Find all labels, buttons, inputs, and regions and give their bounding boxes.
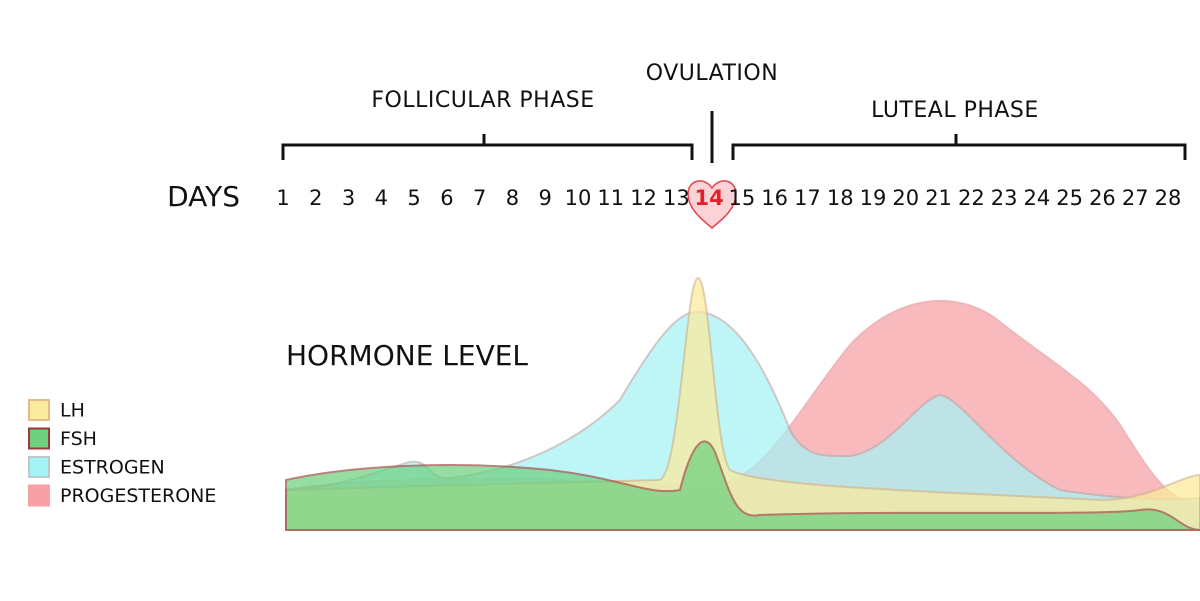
- day-row: 1 2 3 4 5 6 7 8 9 10 11 12 13 14 15 16 17 18 19 20 21 22 23 24 2…: [276, 186, 1181, 210]
- day-number: 28: [1155, 186, 1182, 210]
- day-number: 11: [597, 186, 624, 210]
- day-number: 7: [473, 186, 486, 210]
- legend-swatch: [28, 484, 50, 507]
- day-number: 3: [342, 186, 355, 210]
- hormone-curves: [285, 276, 1200, 531]
- day-number: 19: [860, 186, 887, 210]
- day-number: 5: [407, 186, 420, 210]
- day-number: 20: [892, 186, 919, 210]
- legend-swatch: [28, 427, 50, 450]
- ovulation-day: 14: [694, 186, 723, 210]
- day-number: 8: [506, 186, 519, 210]
- day-number: 26: [1089, 186, 1116, 210]
- day-number: 2: [309, 186, 322, 210]
- fsh-curve: [285, 440, 1200, 531]
- follicular-bracket: [281, 134, 694, 160]
- day-number: 25: [1056, 186, 1083, 210]
- day-number: 12: [630, 186, 657, 210]
- day-number: 18: [827, 186, 854, 210]
- heart-icon: [687, 180, 737, 229]
- luteal-bracket: [731, 134, 1187, 160]
- day-number: 9: [539, 186, 552, 210]
- day-number: 23: [991, 186, 1018, 210]
- day-number: 15: [729, 186, 756, 210]
- legend-label: FSH: [60, 428, 97, 450]
- legend: LH FSH ESTROGEN PROGESTERONE: [28, 399, 216, 507]
- day-number: 4: [375, 186, 388, 210]
- legend-label: LH: [60, 400, 85, 422]
- day-number: 27: [1122, 186, 1149, 210]
- chart-title: HORMONE LEVEL: [286, 339, 528, 372]
- follicular-label: FOLLICULAR PHASE: [371, 88, 594, 113]
- day-number: 17: [794, 186, 821, 210]
- day-number: 24: [1024, 186, 1051, 210]
- day-number: 13: [663, 186, 690, 210]
- legend-label: PROGESTERONE: [60, 485, 216, 507]
- day-number: 6: [440, 186, 453, 210]
- day-number: 1: [276, 186, 289, 210]
- legend-label: ESTROGEN: [60, 457, 165, 479]
- legend-swatch: [28, 456, 50, 478]
- day-number: 16: [761, 186, 788, 210]
- luteal-label: LUTEAL PHASE: [871, 98, 1039, 123]
- ovulation-label: OVULATION: [646, 61, 778, 86]
- days-label: DAYS: [167, 180, 240, 213]
- brackets: [281, 111, 1187, 163]
- day-number: 21: [925, 186, 952, 210]
- day-number: 10: [565, 186, 592, 210]
- legend-swatch: [28, 399, 50, 421]
- day-number: 22: [958, 186, 985, 210]
